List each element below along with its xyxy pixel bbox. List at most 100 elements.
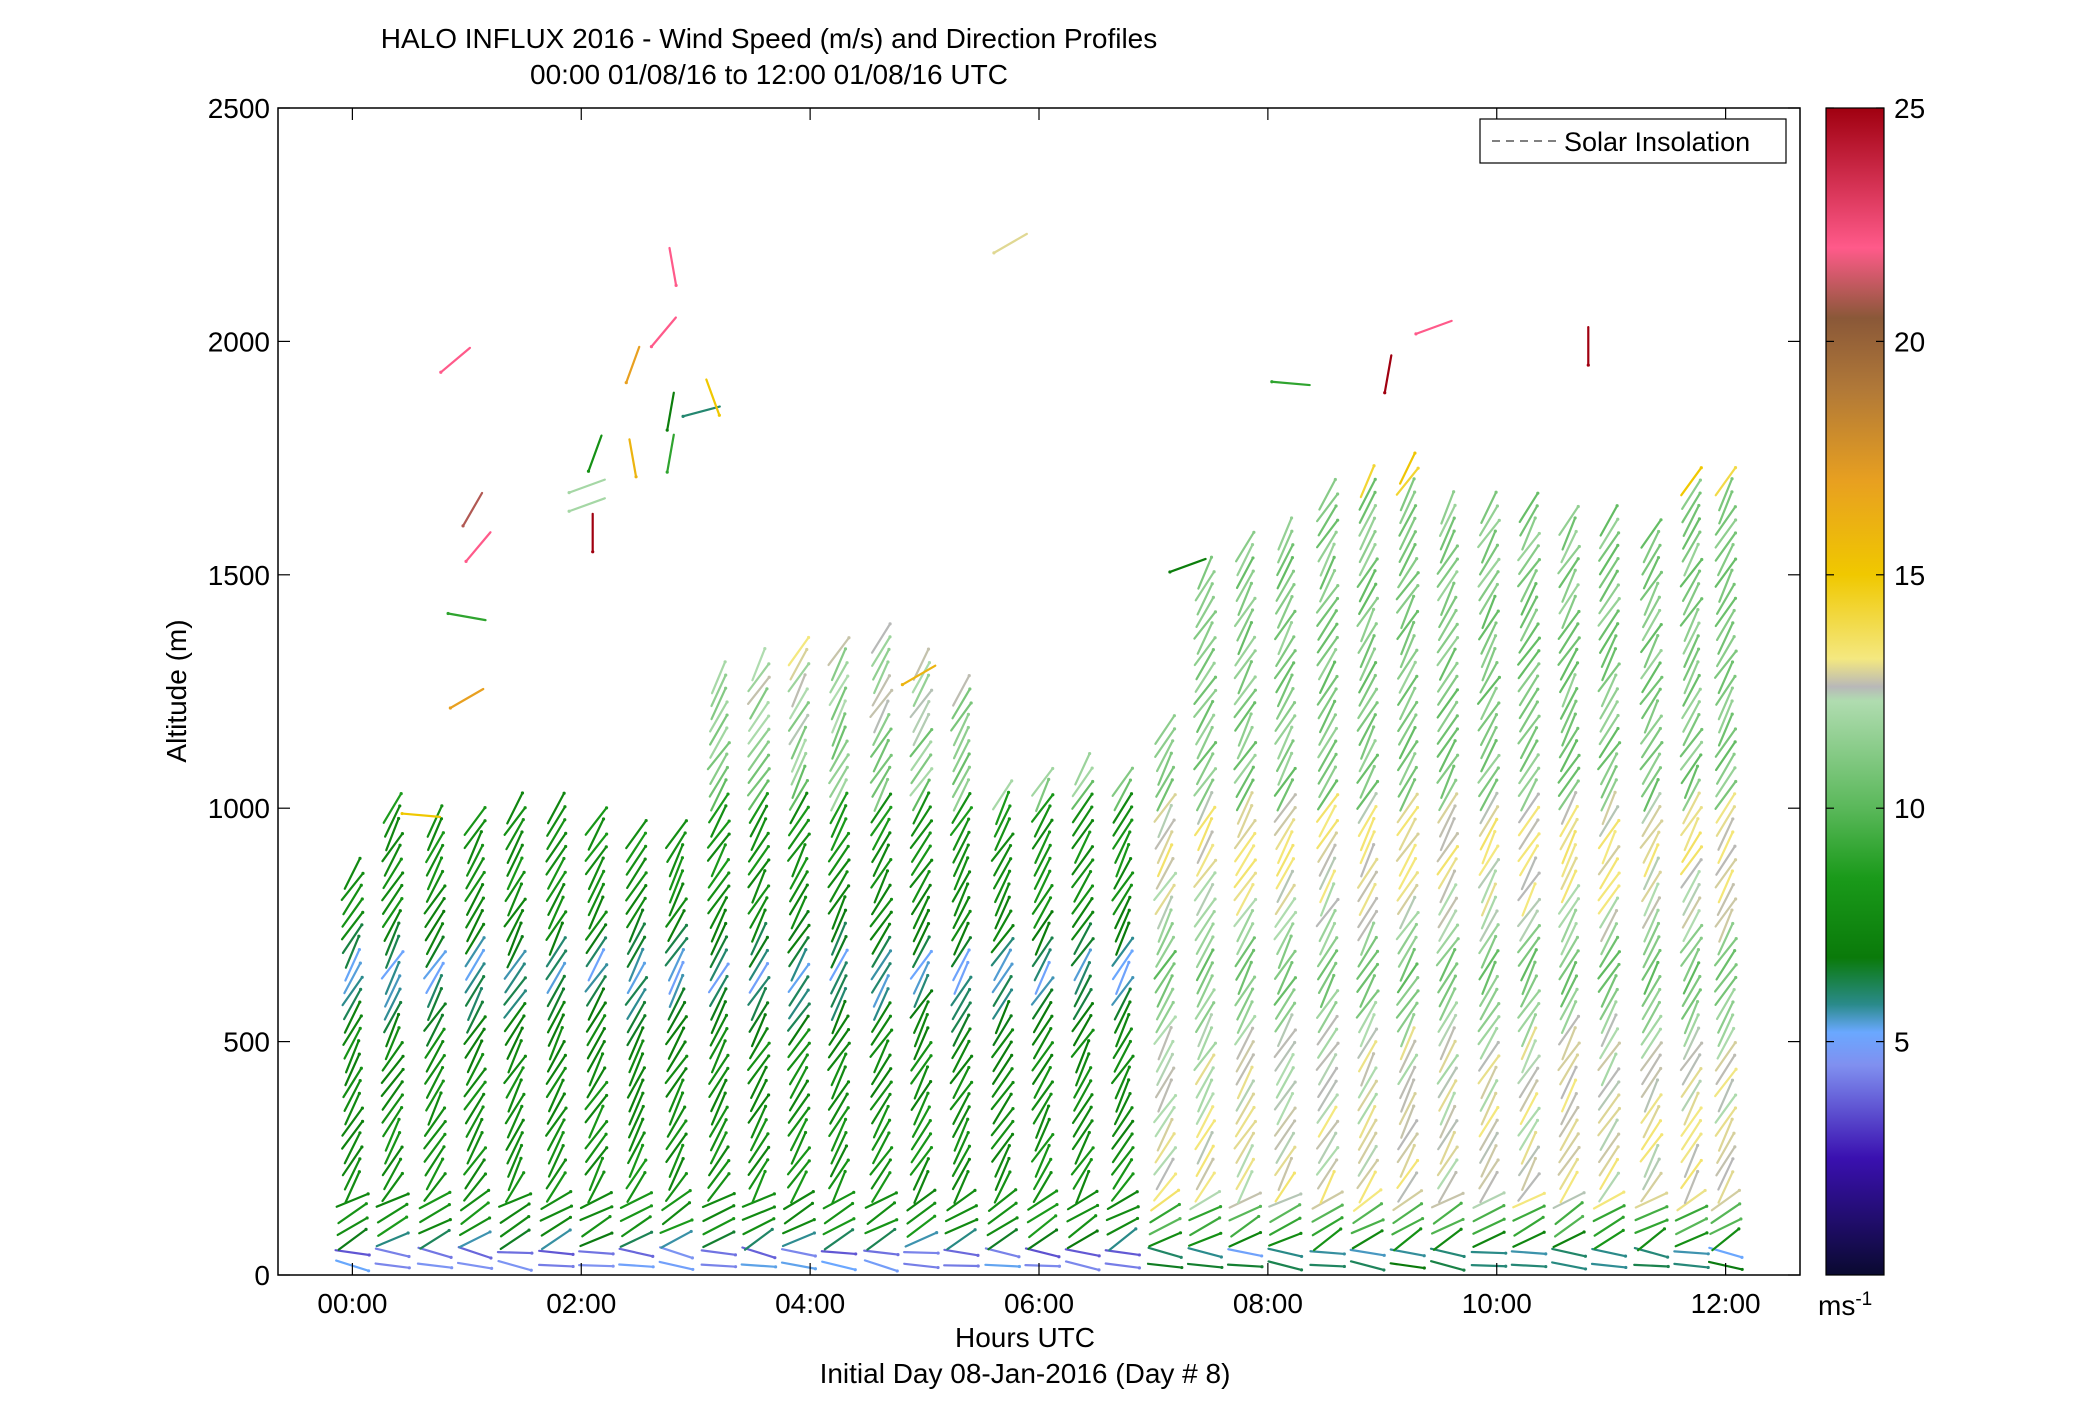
wind-barb-head <box>992 251 996 255</box>
wind-barb <box>1560 909 1577 943</box>
wind-barb <box>747 728 770 758</box>
wind-barb-head <box>1374 1027 1379 1031</box>
wind-barb <box>1273 911 1297 941</box>
wind-barb-head <box>684 923 689 927</box>
wind-barb <box>581 1215 612 1238</box>
wind-barb-head <box>1734 975 1738 980</box>
wind-barb <box>540 1228 572 1251</box>
wind-barb-head <box>1617 662 1621 666</box>
wind-barb-head <box>1212 661 1216 665</box>
wind-barb <box>748 1001 769 1033</box>
wind-barb-head <box>482 962 486 966</box>
wind-barb-head <box>806 805 810 809</box>
wind-barb <box>384 1118 401 1152</box>
wind-barb <box>1710 1202 1741 1225</box>
wind-barb <box>1559 739 1578 773</box>
wind-barb-head <box>1699 845 1704 849</box>
wind-barb-head <box>1293 649 1297 653</box>
wind-barb <box>1396 962 1419 994</box>
wind-barb-head <box>1381 1218 1385 1222</box>
wind-barb-head <box>1573 830 1577 834</box>
wind-barb-head <box>643 831 648 835</box>
wind-barb-head <box>968 687 972 691</box>
wind-barb <box>1717 869 1734 904</box>
wind-barb-head <box>803 1130 808 1135</box>
wind-barb <box>1438 804 1457 838</box>
wind-barb-head <box>929 1041 933 1045</box>
wind-barb-head <box>601 1104 605 1108</box>
wind-barb-head <box>398 909 402 913</box>
wind-barb <box>666 433 675 474</box>
wind-barb <box>1640 1015 1662 1046</box>
wind-barb <box>872 648 891 681</box>
wind-barb <box>1561 516 1577 551</box>
wind-barb <box>464 1028 486 1059</box>
wind-barb <box>545 845 567 876</box>
wind-barb-head <box>1413 490 1417 494</box>
wind-barb <box>1559 988 1579 1021</box>
wind-barb <box>1236 1000 1254 1034</box>
wind-barb-head <box>846 1027 851 1032</box>
wind-barb <box>1317 687 1338 720</box>
wind-barb-head <box>1413 530 1417 534</box>
wind-barb-head <box>1087 960 1092 965</box>
wind-barb-head <box>1332 1170 1336 1174</box>
wind-barb-head <box>364 1202 368 1206</box>
wind-barb <box>910 845 932 876</box>
wind-barb-head <box>1257 1214 1261 1219</box>
wind-barb <box>873 987 890 1021</box>
wind-barb <box>869 1081 893 1111</box>
wind-barb <box>1392 1202 1423 1225</box>
wind-barb <box>706 832 731 862</box>
wind-barb-head <box>724 1013 729 1017</box>
wind-barb-head <box>365 1216 369 1220</box>
wind-barb-head <box>1010 1067 1014 1071</box>
wind-barb <box>628 909 644 943</box>
wind-barb-head <box>487 1216 492 1220</box>
wind-barb-head <box>1332 542 1336 546</box>
wind-barb-head <box>1574 1000 1578 1004</box>
wind-barb <box>1234 976 1256 1007</box>
wind-barb-head <box>601 948 606 952</box>
wind-barb <box>950 701 973 732</box>
wind-barb <box>1195 752 1214 786</box>
wind-barb <box>782 1190 815 1211</box>
wind-barb <box>1437 1158 1458 1190</box>
wind-barb-head <box>1494 1065 1498 1069</box>
wind-barb-head <box>1699 1158 1703 1163</box>
wind-barb <box>1396 793 1419 824</box>
wind-barb <box>1397 766 1418 798</box>
wind-barb <box>1196 582 1214 616</box>
wind-barb-head <box>1583 1267 1588 1271</box>
wind-barb <box>1392 1189 1423 1212</box>
wind-barb-head <box>1697 700 1701 704</box>
wind-barb <box>1478 504 1499 537</box>
wind-barb-head <box>1050 1080 1054 1084</box>
wind-barb <box>1598 727 1620 759</box>
wind-barb <box>1682 647 1700 681</box>
wind-barb <box>870 806 892 837</box>
wind-barb-head <box>1454 1170 1458 1175</box>
x-axis-sublabel: Initial Day 08-Jan-2016 (Day # 8) <box>820 1358 1231 1389</box>
wind-barb <box>1397 701 1418 733</box>
wind-barb-head <box>1251 1157 1256 1162</box>
wind-barb <box>1709 1217 1742 1236</box>
wind-barb-head <box>1374 582 1378 586</box>
wind-barb-head <box>851 1228 855 1232</box>
wind-barb <box>1557 610 1581 640</box>
wind-barb-head <box>1177 1202 1181 1207</box>
wind-barb <box>747 662 770 693</box>
wind-barb-head <box>724 896 729 900</box>
wind-barb-head <box>1455 923 1460 927</box>
wind-barb-head <box>1697 503 1701 508</box>
wind-barb <box>666 1106 686 1138</box>
wind-barb-head <box>766 1158 770 1162</box>
wind-barb <box>579 1231 613 1248</box>
wind-barb-head <box>928 831 932 835</box>
wind-barb-head <box>691 1267 695 1272</box>
wind-barb-head <box>401 950 405 954</box>
wind-barb <box>1360 921 1375 956</box>
wind-barb-head <box>1094 1214 1098 1218</box>
wind-barb <box>1679 728 1703 758</box>
wind-barb-head <box>1413 543 1417 547</box>
